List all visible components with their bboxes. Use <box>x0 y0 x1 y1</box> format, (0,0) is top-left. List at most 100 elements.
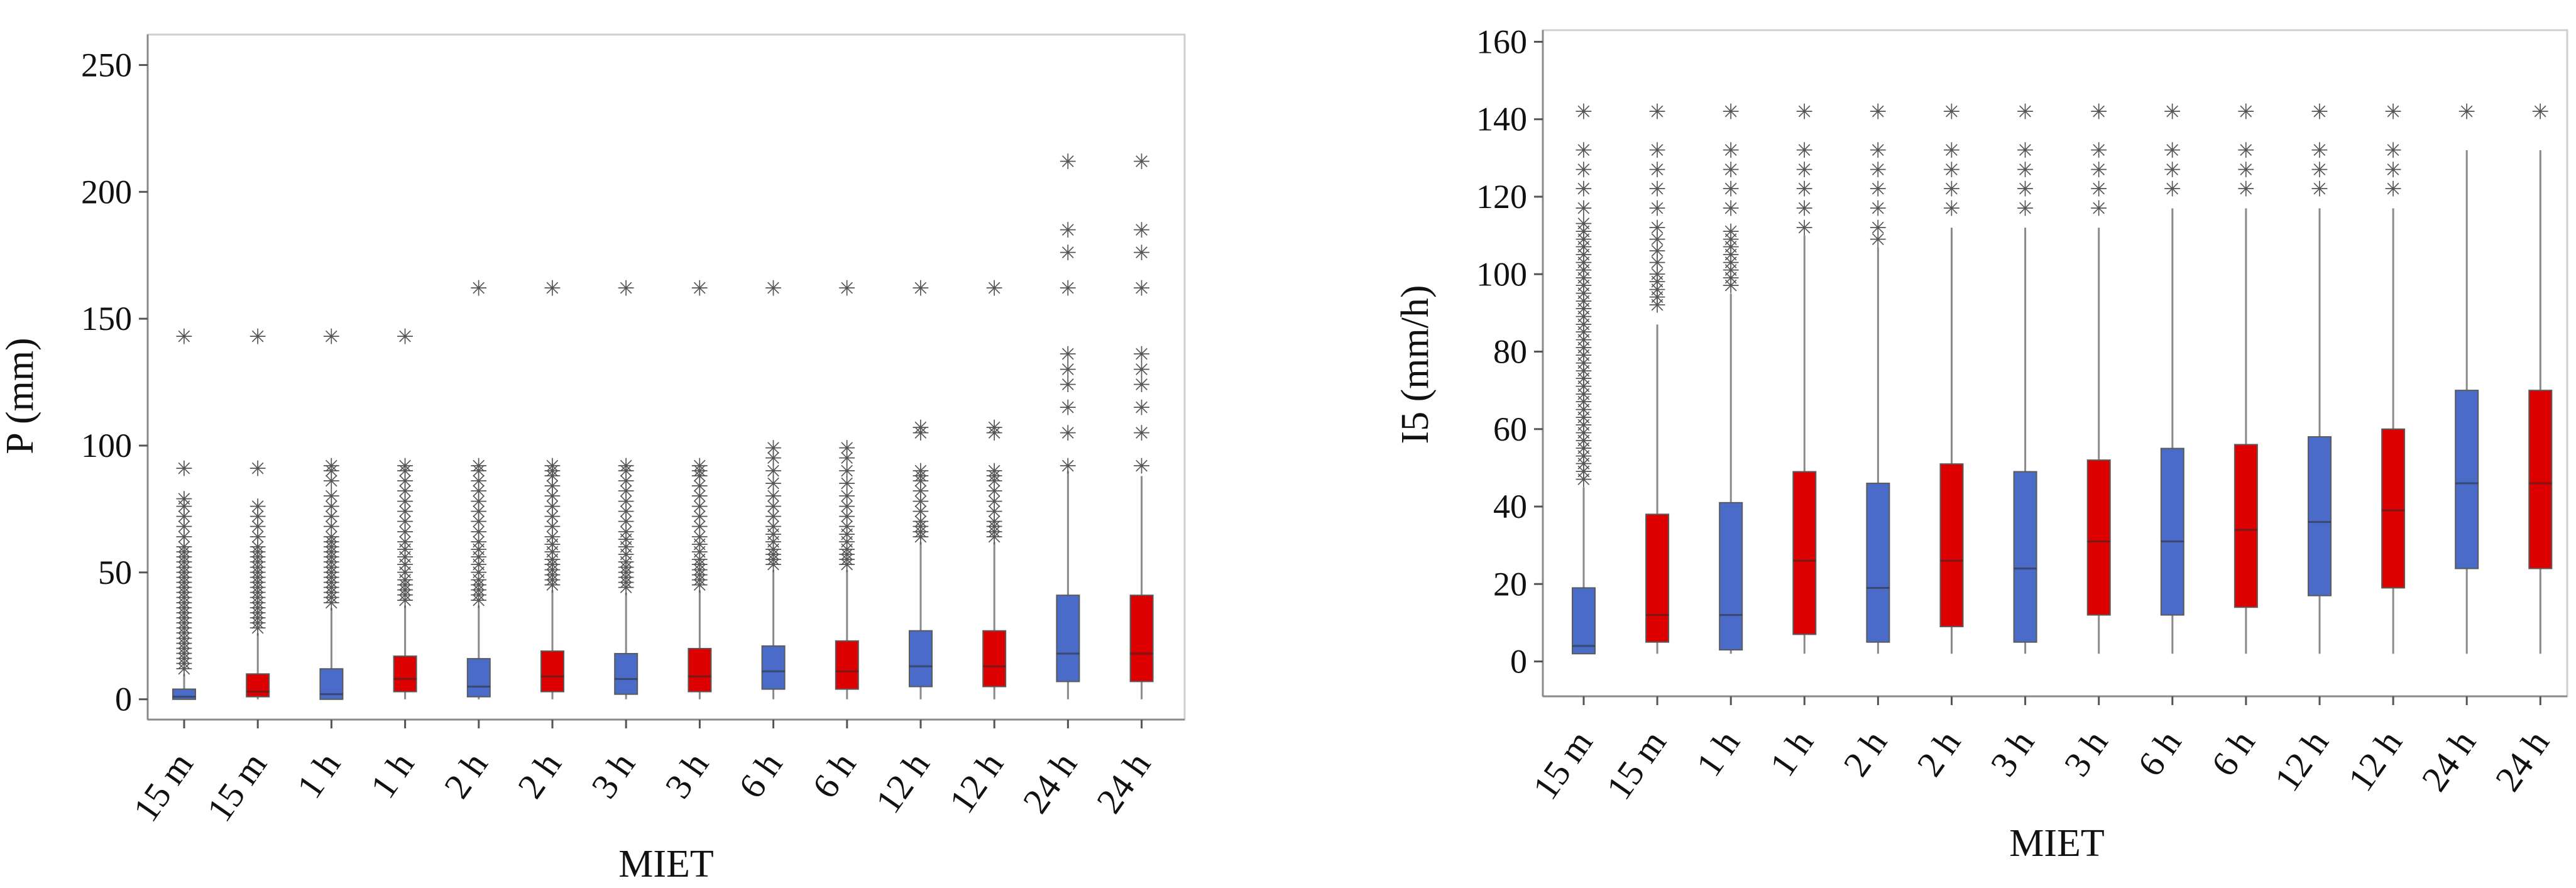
outlier-point: ✳ <box>617 543 635 568</box>
outlier-point: ✳ <box>1132 421 1151 446</box>
box-body <box>2013 471 2037 643</box>
box-body <box>2455 390 2479 569</box>
outlier-point: ✳ <box>912 490 930 515</box>
x-tick-label: 12 h <box>941 745 1011 820</box>
outlier-point: ✳ <box>322 540 341 566</box>
outlier-point: ✳ <box>691 459 709 484</box>
outlier-point: ✳ <box>2164 177 2182 202</box>
outlier-point: ✳ <box>1575 452 1593 477</box>
outlier-point: ✳ <box>2090 177 2108 202</box>
outlier-point: ✳ <box>691 558 709 583</box>
x-tick-label: 2 h <box>510 745 569 806</box>
outlier-point: ✳ <box>175 535 194 560</box>
box-3: ✳✳✳✳✳✳✳✳✳✳✳✳✳✳✳✳✳✳✳ <box>393 324 417 699</box>
outlier-point: ✳ <box>249 576 267 601</box>
outlier-point: ✳ <box>175 632 194 657</box>
outlier-point: ✳ <box>764 277 782 302</box>
outlier-point: ✳ <box>691 495 709 520</box>
outlier-point: ✳ <box>249 540 267 566</box>
y-axis-label: P (mm) <box>0 337 41 454</box>
chart-panel-precipitation: P (mm) MIET 050100150200250✳✳✳✳✳✳✳✳✳✳✳✳✳… <box>0 33 1186 885</box>
box-2: ✳✳✳✳✳✳✳✳✳✳✳✳✳ <box>1719 99 1743 654</box>
x-tick-label: 3 h <box>1982 723 2042 784</box>
outlier-point: ✳ <box>1132 358 1151 383</box>
outlier-point: ✳ <box>691 525 709 550</box>
outlier-point: ✳ <box>1059 358 1077 383</box>
outlier-point: ✳ <box>691 548 709 573</box>
outlier-point: ✳ <box>985 520 1004 545</box>
box-4: ✳✳✳✳✳✳✳✳✳✳✳✳✳✳✳✳✳✳✳ <box>466 277 491 699</box>
x-tick-label: 2 h <box>436 745 496 806</box>
plot-frame <box>1542 29 2568 698</box>
box-11: ✳✳✳✳ <box>2381 99 2406 654</box>
outlier-point: ✳ <box>1795 177 1814 202</box>
outlier-point: ✳ <box>1648 285 1667 310</box>
outlier-point: ✳ <box>1575 468 1593 493</box>
outlier-point: ✳ <box>1575 297 1593 322</box>
outlier-point: ✳ <box>617 510 635 535</box>
outlier-point: ✳ <box>1575 274 1593 299</box>
outlier-point: ✳ <box>1648 216 1667 241</box>
box-10: ✳✳✳✳✳✳✳✳✳✳✳✳✳ <box>909 277 933 699</box>
outlier-point: ✳ <box>1575 336 1593 361</box>
outlier-point: ✳ <box>175 561 194 586</box>
outlier-point: ✳ <box>1722 258 1740 283</box>
outlier-point: ✳ <box>764 522 782 547</box>
outlier-point: ✳ <box>1132 454 1151 479</box>
outlier-point: ✳ <box>617 520 635 545</box>
outlier-point: ✳ <box>396 568 414 593</box>
outlier-point: ✳ <box>2016 99 2034 124</box>
outlier-point: ✳ <box>2237 177 2255 202</box>
box-body <box>466 658 491 698</box>
outlier-point: ✳ <box>175 617 194 642</box>
box-5: ✳✳✳✳✳✳✳✳✳✳✳✳✳✳✳✳✳✳ <box>540 277 564 699</box>
outlier-point: ✳ <box>544 553 562 578</box>
outlier-point: ✳ <box>1059 241 1077 266</box>
outlier-point: ✳ <box>249 617 267 642</box>
outlier-point: ✳ <box>1575 351 1593 376</box>
x-axis-label: MIET <box>2009 822 2105 865</box>
outlier-point: ✳ <box>1943 158 1961 183</box>
outlier-point: ✳ <box>1059 454 1077 479</box>
outlier-point: ✳ <box>1869 138 1887 163</box>
outlier-point: ✳ <box>838 459 857 484</box>
outlier-point: ✳ <box>2090 158 2108 183</box>
outlier-point: ✳ <box>1575 177 1593 202</box>
x-tick-label: 6 h <box>730 745 790 806</box>
outlier-point: ✳ <box>322 485 341 510</box>
x-tick-label: 3 h <box>2056 723 2116 784</box>
outlier-point: ✳ <box>322 515 341 540</box>
outlier-point: ✳ <box>2384 138 2403 163</box>
outlier-point: ✳ <box>912 469 930 495</box>
outlier-point: ✳ <box>1132 395 1151 420</box>
outlier-point: ✳ <box>544 495 562 520</box>
outlier-point: ✳ <box>912 525 930 550</box>
outlier-point: ✳ <box>691 563 709 588</box>
y-tick-label: 20 <box>1493 565 1527 603</box>
outlier-point: ✳ <box>1575 421 1593 446</box>
outlier-point: ✳ <box>322 495 341 520</box>
y-tick-label: 50 <box>98 554 132 591</box>
outlier-point: ✳ <box>1869 196 1887 221</box>
outlier-point: ✳ <box>691 540 709 566</box>
outlier-point: ✳ <box>396 324 414 349</box>
outlier-point: ✳ <box>1943 138 1961 163</box>
outlier-point: ✳ <box>2311 177 2329 202</box>
box-body <box>982 630 1007 688</box>
outlier-point: ✳ <box>617 454 635 479</box>
x-axis-label: MIET <box>618 843 714 885</box>
outlier-point: ✳ <box>322 535 341 560</box>
x-tick-label: 1 h <box>1762 723 1821 784</box>
box-13: ✳ <box>2528 99 2553 654</box>
outlier-point: ✳ <box>544 532 562 557</box>
outlier-point: ✳ <box>985 480 1004 505</box>
outlier-point: ✳ <box>1132 218 1151 243</box>
outlier-point: ✳ <box>249 566 267 591</box>
outlier-point: ✳ <box>175 525 194 550</box>
outlier-point: ✳ <box>764 436 782 461</box>
outlier-point: ✳ <box>2237 158 2255 183</box>
outlier-point: ✳ <box>1575 344 1593 369</box>
outlier-point: ✳ <box>985 421 1004 446</box>
outlier-point: ✳ <box>249 581 267 606</box>
outlier-point: ✳ <box>2090 196 2108 221</box>
